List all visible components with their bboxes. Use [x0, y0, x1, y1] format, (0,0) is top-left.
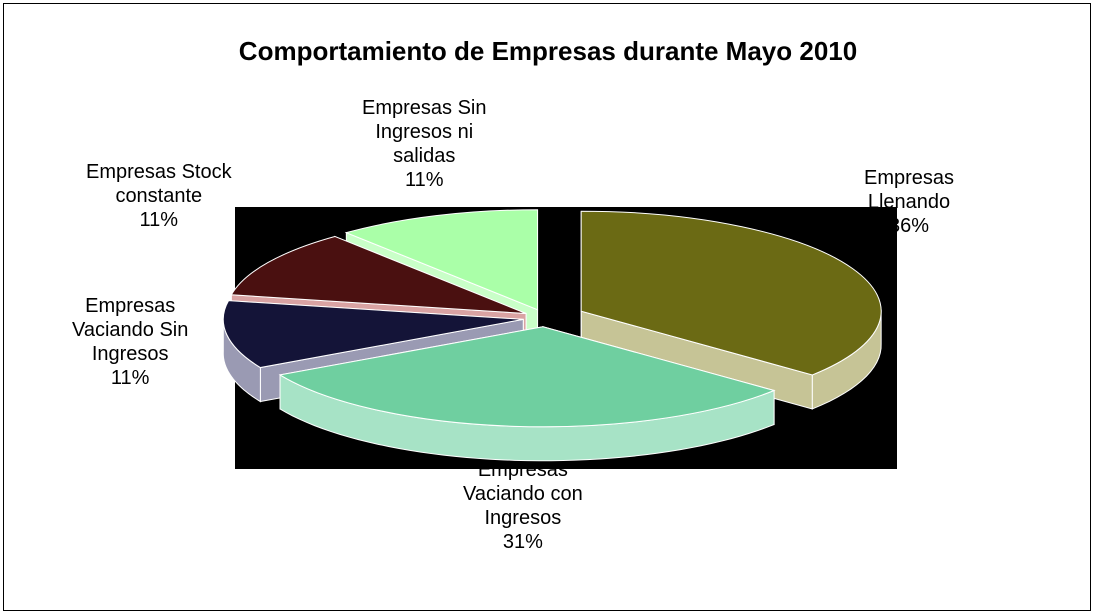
pie-slice-top	[580, 210, 882, 376]
pie-slice-empresas-vaciando-con-ingresos	[278, 326, 776, 462]
label-empresas-vaciando-sin-ingresos: Empresas Vaciando Sin Ingresos 11%	[72, 295, 189, 389]
label-empresas-llenando: Empresas Llenando 36%	[864, 167, 955, 237]
pie-slice-empresas-llenando	[580, 210, 882, 410]
pie-slice-top	[230, 235, 527, 315]
label-empresas-vaciando-con-ingresos: Empresas Vaciando con Ingresos 31%	[463, 459, 583, 553]
pie-slice-top	[222, 300, 524, 369]
chart-title: Comportamiento de Empresas durante Mayo …	[238, 36, 858, 66]
pie-slice-top	[344, 209, 539, 311]
label-empresas-sin-ingresos-ni-salidas: Empresas Sin Ingresos ni salidas 11%	[362, 97, 487, 191]
pie-slice-top	[278, 326, 776, 428]
label-empresas-stock-constante: Empresas Stock constante 11%	[86, 161, 232, 231]
